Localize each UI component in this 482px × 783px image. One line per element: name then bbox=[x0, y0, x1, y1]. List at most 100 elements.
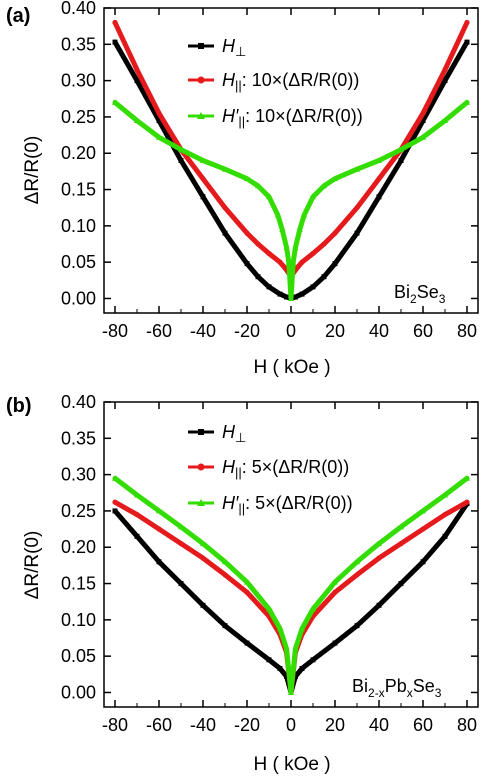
data-point-H_par_prime-b bbox=[200, 540, 206, 547]
data-point-H_par_prime-b bbox=[464, 475, 470, 481]
data-point-H_perp-b bbox=[134, 533, 140, 539]
data-point-H_par-a bbox=[266, 250, 272, 257]
data-point-H_par_prime-b bbox=[376, 540, 382, 547]
data-point-H_par-a bbox=[332, 230, 338, 236]
legend-item-a-0: H⊥ bbox=[188, 36, 246, 59]
y-tick-label-a: 0.20 bbox=[61, 143, 96, 163]
data-point-H_perp-a bbox=[310, 284, 316, 290]
x-tick-label-a: 0 bbox=[286, 321, 296, 341]
series-line-H_par-b bbox=[112, 499, 470, 695]
data-point-H_par_prime-a bbox=[255, 182, 261, 189]
data-point-H_perp-a bbox=[244, 261, 250, 267]
legend-marker-a-2 bbox=[197, 112, 205, 119]
data-point-H_perp-b bbox=[156, 559, 162, 565]
legend-marker-b-2 bbox=[197, 499, 205, 506]
data-point-H_perp-b bbox=[292, 674, 298, 679]
y-tick-label-a: 0.10 bbox=[61, 216, 96, 236]
y-tick-label-a: 0.05 bbox=[61, 252, 96, 272]
legend-marker-a-1 bbox=[197, 76, 205, 84]
legend-label-a-1: H||: 10×(ΔR/R(0)) bbox=[222, 70, 359, 93]
panel-label-a: (a) bbox=[6, 5, 30, 27]
data-point-H_par-a bbox=[112, 19, 118, 26]
plot-frame-a bbox=[103, 7, 479, 314]
data-point-H_par_prime-a bbox=[442, 117, 448, 124]
series-b bbox=[112, 475, 470, 696]
data-point-H_par-a bbox=[464, 19, 470, 26]
data-point-H_par_prime-a bbox=[296, 226, 303, 232]
data-point-H_par-a bbox=[354, 205, 360, 211]
data-point-H_perp-a bbox=[354, 230, 360, 236]
data-point-H_par-b bbox=[156, 526, 162, 532]
panel-a: (a) ΔR/R(0) H ( kOe ) -80 -60 -40 -20 0 20 40 6… bbox=[6, 0, 479, 378]
data-point-H_par_prime-a bbox=[283, 244, 290, 251]
data-point-H_par_prime-a bbox=[178, 146, 184, 153]
y-tick-label-b: 0.30 bbox=[61, 465, 96, 485]
y-tick-label-b: 0.05 bbox=[61, 646, 96, 666]
legend-item-a-2: H′||: 10×(ΔR/R(0)) bbox=[188, 106, 363, 129]
y-tick-label-a: 0.15 bbox=[61, 180, 96, 200]
x-tick-label-a: 80 bbox=[457, 321, 477, 341]
data-point-H_perp-b bbox=[398, 581, 404, 587]
data-point-H_par_prime-a bbox=[156, 134, 162, 140]
data-point-H_par-a bbox=[310, 250, 316, 257]
data-point-H_perp-a bbox=[200, 194, 206, 200]
x-tick-label-a: -20 bbox=[234, 321, 260, 341]
data-point-H_par_prime-b bbox=[134, 491, 140, 498]
data-point-H_par-b bbox=[420, 526, 426, 532]
x-tick-label-b: 80 bbox=[457, 715, 477, 735]
data-point-H_par_prime-b bbox=[310, 605, 316, 612]
data-point-H_par_prime-b bbox=[288, 689, 294, 695]
legend-b: H⊥ H||: 5×(ΔR/R(0)) H′||: 5×(ΔR/R(0)) bbox=[188, 422, 353, 516]
data-point-H_par-a bbox=[295, 264, 301, 270]
data-point-H_perp-a bbox=[222, 230, 228, 236]
data-point-H_perp-a bbox=[321, 274, 327, 280]
data-point-H_par-a bbox=[442, 67, 448, 73]
data-point-H_par_prime-a bbox=[310, 193, 316, 200]
data-point-H_perp-a bbox=[442, 78, 448, 84]
y-tick-label-a: 0.00 bbox=[61, 288, 96, 308]
ticks-b: -80 -60 -40 -20 0 20 40 60 80 0.00 0.05 0.10 0.15 0.2… bbox=[61, 392, 478, 735]
y-tick-label-b: 0.20 bbox=[61, 537, 96, 557]
data-point-H_par_prime-a bbox=[464, 99, 470, 105]
data-point-H_par_prime-b bbox=[398, 523, 404, 530]
data-point-H_par-b bbox=[398, 541, 404, 547]
data-point-H_par-a bbox=[134, 67, 140, 73]
data-point-H_par_prime-b bbox=[222, 558, 228, 565]
x-tick-label-a: -60 bbox=[146, 321, 172, 341]
y-tick-label-b: 0.00 bbox=[61, 682, 96, 702]
x-tick-label-b: -60 bbox=[146, 715, 172, 735]
data-point-H_perp-b bbox=[284, 674, 290, 679]
ticks-a: -80 -60 -40 -20 0 20 40 60 80 0.00 0.05 0.10 0.15 0.2… bbox=[61, 0, 478, 341]
y-tick-label-a: 0.30 bbox=[61, 71, 96, 91]
data-point-H_par_prime-a bbox=[398, 146, 404, 153]
data-point-H_perp-a bbox=[299, 291, 305, 297]
data-point-H_par-b bbox=[134, 511, 140, 518]
data-point-H_perp-b bbox=[354, 623, 360, 629]
panel-label-b: (b) bbox=[6, 395, 32, 417]
data-point-H_perp-a bbox=[156, 118, 162, 124]
data-point-H_perp-a bbox=[464, 39, 470, 45]
legend-item-a-1: H||: 10×(ΔR/R(0)) bbox=[188, 70, 359, 93]
data-point-H_perp-a bbox=[284, 294, 290, 300]
data-point-H_perp-a bbox=[277, 291, 283, 297]
data-point-H_par_prime-a bbox=[332, 175, 338, 182]
data-point-H_par_prime-a bbox=[279, 226, 286, 232]
panel-b: (b) ΔR/R(0) H ( kOe ) -80 -60 -40 -20 0 20 40 6… bbox=[6, 392, 479, 775]
data-point-H_par_prime-a bbox=[321, 182, 327, 189]
data-point-H_par_prime-b bbox=[178, 523, 184, 530]
x-tick-label-a: -40 bbox=[190, 321, 216, 341]
data-point-H_par_prime-a bbox=[288, 295, 294, 301]
data-point-H_perp-a bbox=[332, 261, 338, 267]
data-point-H_par-b bbox=[112, 499, 118, 505]
data-point-H_par-a bbox=[255, 241, 261, 247]
data-point-H_par_prime-a bbox=[376, 157, 382, 163]
x-tick-label-b: -20 bbox=[234, 715, 260, 735]
data-point-H_perp-a bbox=[420, 118, 426, 124]
data-point-H_par_prime-a bbox=[301, 211, 308, 218]
data-point-H_par-a bbox=[299, 259, 305, 265]
data-point-H_par_prime-b bbox=[112, 475, 118, 481]
plot-frame-b bbox=[103, 401, 479, 708]
x-tick-label-a: 60 bbox=[413, 321, 433, 341]
data-point-H_par-b bbox=[244, 589, 250, 595]
